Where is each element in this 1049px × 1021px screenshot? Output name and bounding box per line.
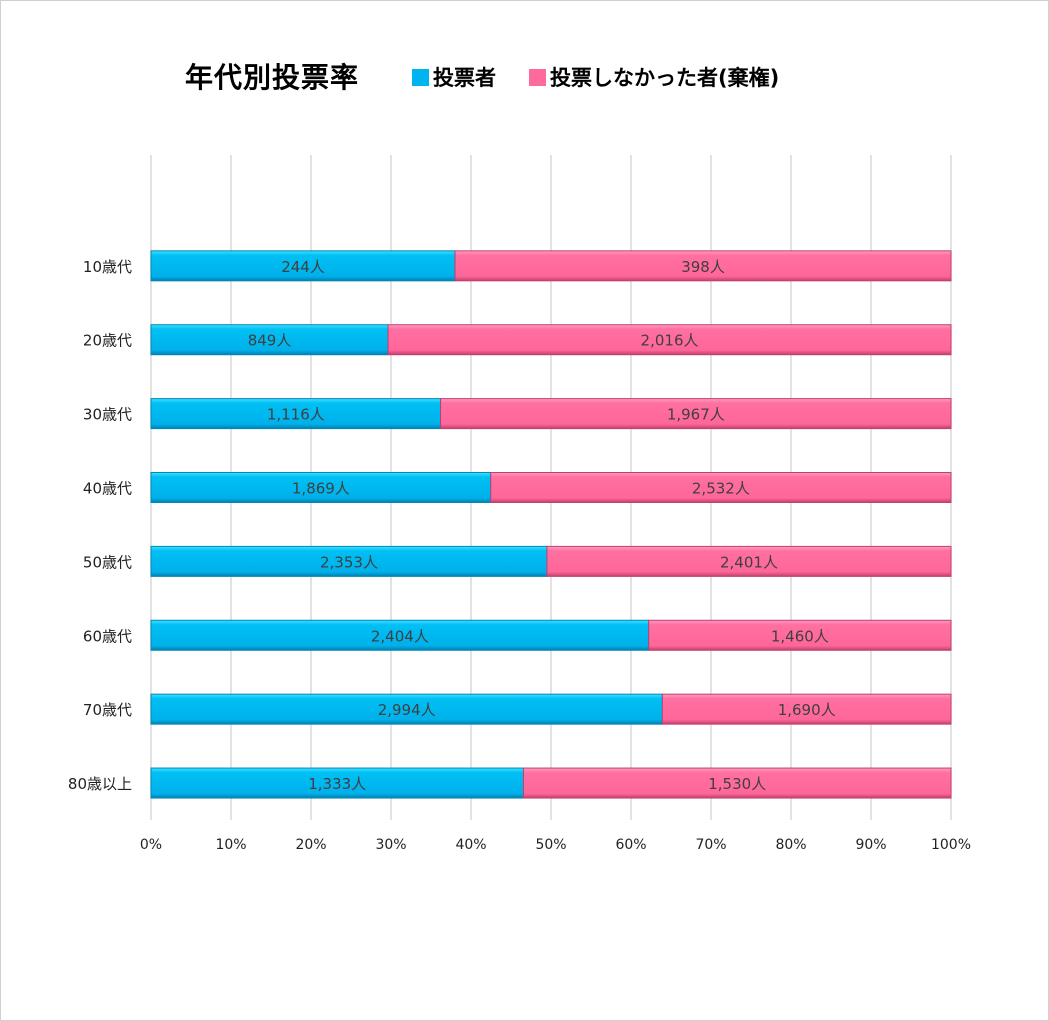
category-label: 40歳代 [83,480,132,498]
bar-abstain [387,324,952,356]
bar-abstain [546,545,952,577]
bar-abstain [648,619,952,651]
category-label: 20歳代 [83,332,132,350]
x-tick-label: 80% [775,837,806,853]
legend-swatch-abstain [529,68,546,86]
legend-swatch-voters [412,68,429,86]
data-label: 244人 [281,258,325,276]
data-label: 2,532人 [692,480,750,498]
data-label: 2,353人 [320,553,378,571]
data-label: 398人 [681,258,725,276]
data-label: 1,116人 [267,406,325,424]
legend-label-abstain: 投票しなかった者(棄権) [550,66,780,90]
bar-voters [150,398,442,430]
x-tick-label: 0% [140,837,162,853]
data-label: 2,016人 [641,332,699,350]
category-label: 10歳代 [83,258,132,276]
data-label: 1,967人 [667,406,725,424]
legend-item-abstain: 投票しなかった者(棄権) [529,62,779,92]
bar-abstain [522,767,952,799]
legend-item-voters: 投票者 [412,62,496,92]
data-label: 1,869人 [292,480,350,498]
x-tick-label: 100% [931,837,971,853]
x-tick-label: 50% [535,837,566,853]
data-label: 1,333人 [308,775,366,793]
x-tick-label: 10% [215,837,246,853]
bar-voters [150,545,548,577]
bar-voters [150,619,650,651]
bar-abstain [490,472,952,503]
bar-voters [150,693,663,725]
data-label: 1,460人 [771,627,829,645]
legend-label-voters: 投票者 [433,66,496,90]
category-label: 70歳代 [83,701,132,719]
data-label: 1,530人 [708,775,766,793]
category-label: 30歳代 [83,406,132,424]
chart-title: 年代別投票率 [185,61,360,94]
bar-abstain [661,693,952,725]
x-tick-label: 70% [695,837,726,853]
category-label: 80歳以上 [68,775,132,793]
x-tick-label: 40% [455,837,486,853]
data-label: 1,690人 [778,701,836,719]
category-label: 60歳代 [83,627,132,645]
x-tick-label: 30% [375,837,406,853]
data-label: 2,401人 [720,553,778,571]
bar-voters [150,250,456,282]
bar-voters [150,324,389,356]
bar-abstain [440,398,952,430]
data-label: 2,994人 [378,701,436,719]
category-label: 50歳代 [83,553,132,571]
x-tick-label: 60% [615,837,646,853]
data-label: 2,404人 [371,627,429,645]
x-tick-label: 90% [855,837,886,853]
bar-abstain [454,250,952,282]
bar-voters [150,472,492,503]
data-label: 849人 [248,332,292,350]
x-tick-label: 20% [295,837,326,853]
